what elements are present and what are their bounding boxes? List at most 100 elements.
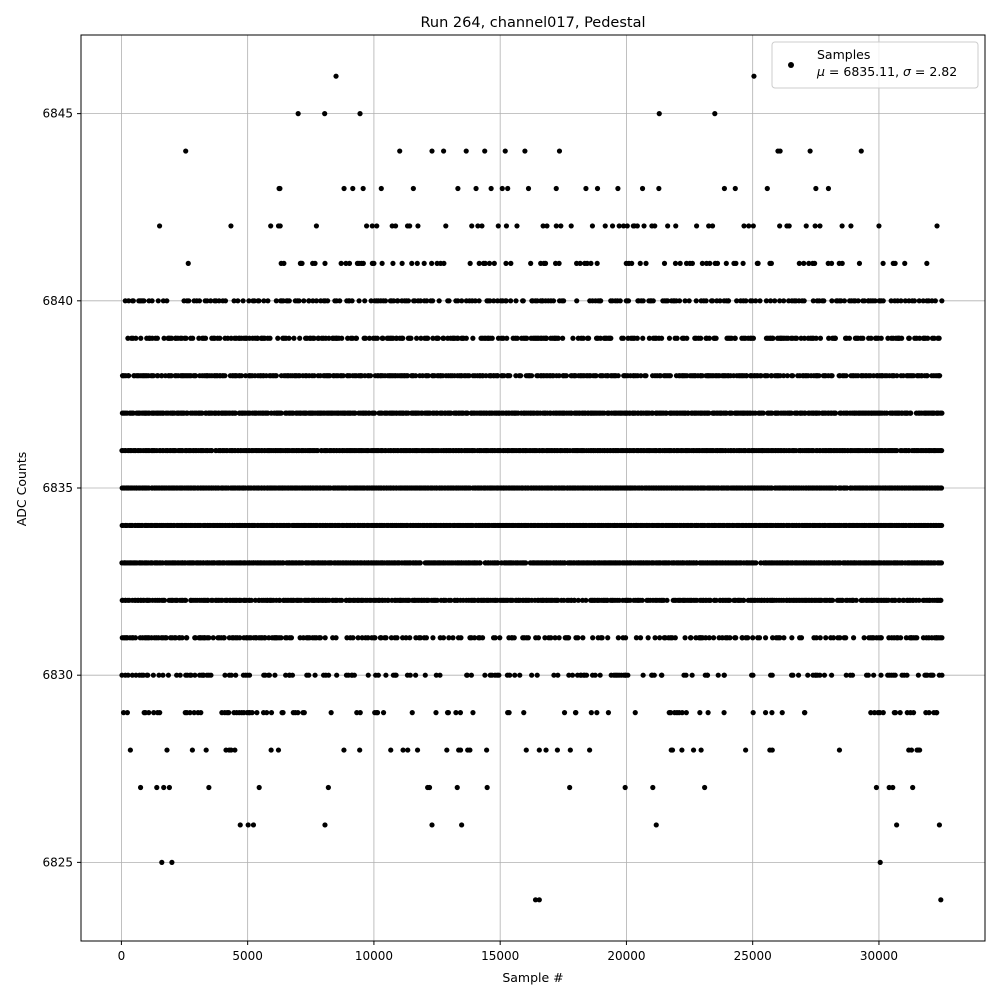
sample-point — [525, 635, 531, 641]
sample-point — [378, 185, 384, 192]
sample-point — [325, 298, 331, 304]
sample-point — [672, 635, 678, 641]
sample-point — [383, 672, 389, 678]
sample-point — [357, 710, 363, 716]
sample-point — [163, 635, 169, 641]
sample-point — [813, 185, 819, 192]
sample-point — [878, 635, 884, 641]
sample-point — [584, 260, 590, 266]
sample-point — [743, 298, 749, 304]
sample-point — [848, 223, 854, 229]
sample-point — [758, 373, 764, 379]
sample-point — [880, 260, 886, 266]
sample-point — [124, 710, 130, 716]
sample-point — [567, 784, 573, 791]
sample-point — [725, 298, 732, 304]
sample-point — [664, 597, 670, 603]
sample-point — [575, 597, 581, 603]
sample-point — [588, 710, 594, 716]
sample-point — [430, 635, 436, 641]
sample-point — [467, 747, 473, 753]
sample-point — [702, 784, 708, 791]
sample-point — [161, 335, 167, 341]
sample-point — [523, 560, 529, 566]
sample-point — [937, 373, 943, 379]
sample-point — [471, 635, 478, 641]
sample-point — [860, 335, 866, 341]
sample-point — [938, 560, 945, 566]
sample-point — [640, 335, 646, 341]
sample-point — [812, 223, 818, 229]
sample-point — [732, 185, 738, 192]
sample-point — [208, 298, 214, 304]
sample-point — [709, 223, 716, 229]
sample-point — [594, 260, 600, 266]
sample-point — [850, 635, 857, 641]
sample-point — [829, 672, 835, 678]
sample-point — [129, 672, 135, 678]
sample-point — [934, 223, 940, 229]
sample-point — [705, 710, 711, 716]
sample-point — [703, 298, 709, 304]
sample-point — [524, 335, 530, 341]
sample-point — [275, 335, 281, 341]
sample-point — [126, 373, 132, 379]
sample-point — [878, 335, 884, 341]
sample-point — [643, 373, 649, 379]
sample-point — [192, 672, 198, 678]
sample-point — [436, 298, 442, 304]
sample-point — [232, 410, 239, 416]
sample-point — [571, 597, 578, 603]
sample-point — [821, 298, 827, 304]
sample-point — [413, 373, 419, 379]
sample-point — [385, 597, 391, 603]
sample-point — [262, 635, 268, 641]
sample-point — [651, 672, 657, 678]
sample-point — [550, 298, 557, 304]
sample-point — [326, 672, 332, 678]
sample-point — [390, 260, 396, 266]
sample-point — [222, 298, 229, 304]
sample-point — [790, 672, 796, 678]
sample-point — [805, 672, 811, 678]
sample-point — [528, 260, 534, 266]
sample-point — [203, 747, 209, 753]
sample-point — [764, 373, 771, 379]
sample-point — [620, 335, 626, 341]
sample-point — [256, 298, 262, 304]
sample-point — [264, 710, 270, 716]
sample-point — [273, 373, 279, 379]
sample-point — [914, 635, 920, 641]
sample-point — [750, 635, 756, 641]
sample-point — [306, 298, 312, 304]
sample-point — [369, 223, 375, 229]
sample-point — [529, 672, 535, 678]
sample-point — [164, 298, 170, 304]
sample-point — [399, 260, 405, 266]
sample-point — [159, 373, 165, 379]
sample-point — [727, 597, 733, 603]
sample-point — [880, 298, 886, 304]
sample-point — [763, 298, 769, 304]
sample-point — [281, 260, 287, 266]
sample-point — [275, 747, 282, 753]
sample-point — [561, 298, 567, 304]
sample-point — [727, 635, 733, 641]
sample-point — [934, 710, 940, 716]
sample-point — [575, 635, 581, 641]
sample-point — [555, 335, 561, 341]
sample-point — [707, 597, 713, 603]
sample-point — [277, 185, 283, 192]
sample-point — [394, 635, 400, 641]
sample-point — [155, 298, 161, 304]
sample-point — [380, 710, 387, 716]
sample-point — [829, 597, 836, 603]
sample-point — [395, 298, 401, 304]
sample-point — [132, 635, 139, 641]
sample-point — [693, 223, 700, 229]
sample-point — [374, 710, 381, 716]
sample-point — [543, 335, 549, 341]
sample-point — [682, 635, 688, 641]
sample-point — [388, 635, 395, 641]
sample-point — [421, 260, 427, 266]
